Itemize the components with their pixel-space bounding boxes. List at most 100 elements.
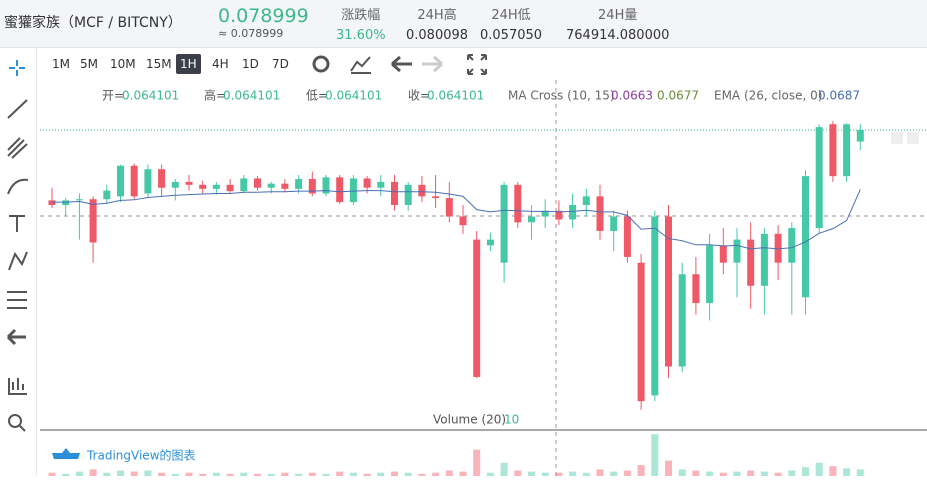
volume-bar: [254, 473, 261, 476]
candle-body: [486, 239, 494, 246]
stat-label: 24H量: [598, 8, 638, 23]
pattern-tool[interactable]: [8, 251, 28, 271]
indicator-name: MA Cross (10, 15): [508, 89, 615, 103]
candle-body: [322, 177, 330, 194]
candle-body: [226, 184, 234, 192]
volume-bar: [103, 472, 111, 476]
candle-body: [144, 169, 152, 194]
interval-button[interactable]: 15M: [146, 57, 172, 71]
zoom-tool[interactable]: [8, 414, 22, 428]
volume-bar: [199, 473, 207, 476]
drawing-tools: [6, 60, 29, 432]
volume-bar: [391, 471, 398, 476]
volume-bar: [829, 466, 837, 476]
candle-body: [774, 233, 782, 263]
volume-bar: [404, 472, 412, 476]
ohlc-legend: 收=: [408, 89, 430, 103]
candle-body: [240, 178, 248, 192]
zoom-handle: [18, 424, 26, 432]
brand: TradingView的图表: [86, 448, 196, 463]
candle-body: [62, 200, 70, 205]
volume-bar: [815, 462, 823, 476]
redo-icon[interactable]: [422, 55, 443, 73]
candle-body: [281, 183, 289, 189]
volume-bar: [486, 472, 494, 476]
scale-button[interactable]: [891, 132, 903, 144]
candle-body: [514, 184, 522, 223]
volume-bar: [226, 473, 234, 476]
stat-value: 31.60%: [336, 28, 386, 43]
volume-legend-value: 10: [504, 413, 519, 427]
candle-body: [733, 239, 741, 263]
volume-bar: [733, 471, 741, 476]
candle-body: [418, 184, 426, 197]
ohlc-legend: 高=: [204, 88, 226, 103]
volume-bar: [555, 472, 563, 476]
candle-body: [569, 205, 577, 220]
prediction-tool[interactable]: [7, 291, 27, 309]
candle-body: [788, 228, 796, 263]
volume-bar: [774, 472, 782, 476]
volume-bar: [212, 472, 220, 476]
ohlc-legend: 0.064101: [122, 89, 179, 103]
candle-body: [349, 178, 357, 203]
back-tool[interactable]: [6, 328, 26, 346]
candle-body: [295, 179, 303, 189]
scale-button[interactable]: [907, 132, 919, 144]
candle-body: [719, 245, 727, 263]
undo-icon[interactable]: [391, 55, 412, 73]
candle-body: [445, 198, 453, 217]
volume-bar: [89, 469, 97, 476]
volume-bar: [171, 473, 179, 476]
text-tool[interactable]: [9, 215, 25, 232]
ohlc-legend: 0.064101: [223, 89, 280, 103]
brush-tool[interactable]: [7, 178, 29, 195]
crosshair-tool[interactable]: [9, 60, 25, 76]
stat-value: 0.080098: [406, 28, 469, 43]
volume-bar: [418, 473, 426, 476]
interval-button[interactable]: 1M: [52, 57, 70, 71]
interval-button[interactable]: 1H: [176, 54, 201, 74]
volume-bar: [48, 472, 56, 476]
candle-body: [377, 181, 385, 188]
indicator-value: 0.0687: [818, 89, 860, 103]
interval-button[interactable]: 4H: [212, 57, 229, 71]
volume-bar: [692, 470, 700, 476]
volume-bar: [719, 472, 727, 476]
candle-body: [185, 181, 193, 185]
candle-body: [459, 216, 467, 226]
stat: 24H量 764914.080000: [566, 4, 669, 43]
line-tool[interactable]: [7, 99, 28, 119]
approx-price: ≈ 0.078999: [218, 27, 284, 40]
volume-bar: [596, 469, 604, 476]
candle-body: [802, 176, 809, 298]
candle-body: [363, 178, 371, 188]
volume-bar: [295, 473, 303, 476]
stat-value: 0.057050: [480, 28, 543, 43]
candle-body: [171, 181, 179, 188]
candle-body: [48, 200, 56, 205]
volume-bar: [623, 470, 631, 476]
fib-tool[interactable]: [7, 137, 28, 159]
fullscreen-icon[interactable]: [467, 54, 487, 75]
candle-body: [500, 184, 508, 263]
interval-button[interactable]: 10M: [110, 57, 136, 71]
volume-bar: [856, 469, 864, 476]
ohlc-legend: 开=: [102, 89, 124, 103]
candle-body: [89, 199, 97, 243]
candle-body: [706, 245, 714, 304]
candle-body: [623, 216, 631, 257]
interval-button[interactable]: 5M: [80, 57, 98, 71]
settings-icon[interactable]: [312, 55, 330, 73]
volume-bar: [322, 473, 330, 476]
volume-bar: [665, 460, 672, 476]
indicators-icon[interactable]: [350, 56, 371, 74]
candle-body: [692, 274, 700, 304]
volume-bar: [281, 472, 289, 476]
measure-tool[interactable]: [8, 378, 27, 395]
interval-button[interactable]: 7D: [272, 57, 289, 71]
candle-body: [212, 184, 220, 189]
stat: 24H高 0.080098: [406, 4, 468, 43]
interval-button[interactable]: 1D: [242, 57, 259, 71]
